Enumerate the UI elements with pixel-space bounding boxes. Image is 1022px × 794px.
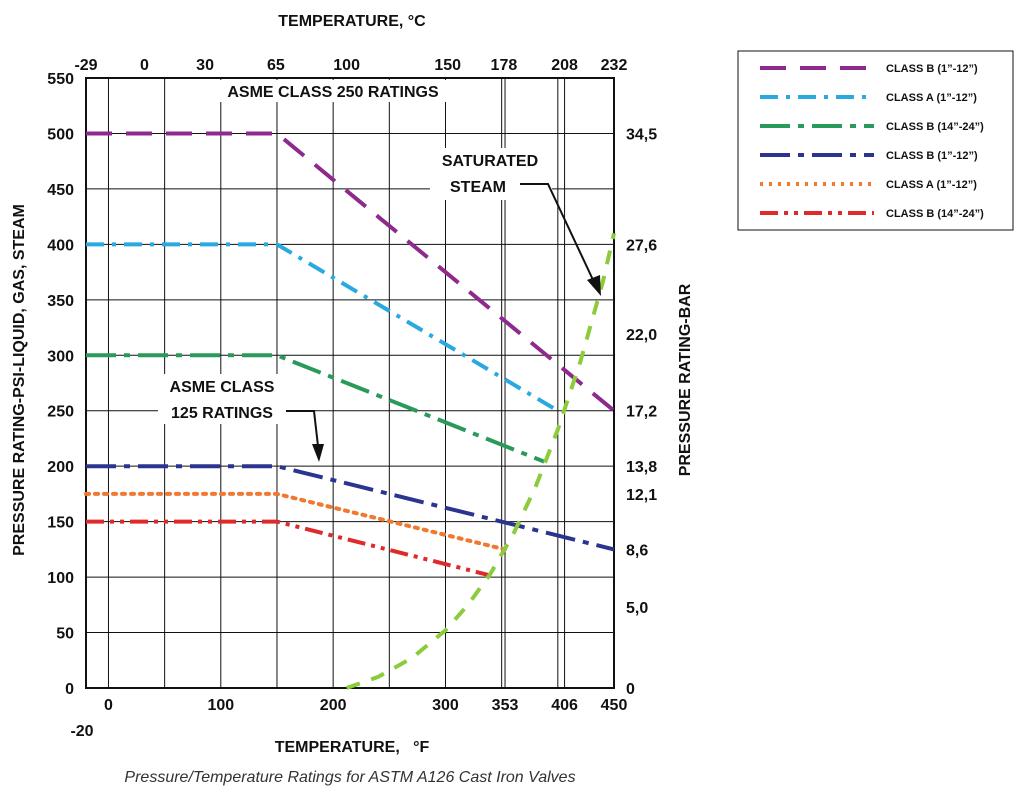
- arrow-steam-head: [587, 275, 601, 296]
- x-tick-label: 0: [104, 697, 113, 714]
- y2-tick-label: 8,6: [626, 542, 648, 559]
- y2-tick-label: 0: [626, 681, 635, 698]
- y-tick-label: 350: [47, 293, 74, 310]
- right-axis-title: PRESSURE RATING-BAR: [677, 283, 694, 476]
- y2-tick-label: 34,5: [626, 126, 657, 143]
- plot-area: [84, 131, 616, 690]
- x-tick-label: 353: [492, 697, 519, 714]
- y2-tick-label: 13,8: [626, 459, 657, 476]
- annotation-steam-line1-bg: [430, 148, 552, 200]
- y-tick-label: 50: [56, 626, 74, 643]
- series-line-2: [86, 242, 559, 413]
- x2-tick-label: 65: [267, 57, 285, 74]
- y-tick-label: 500: [47, 126, 74, 143]
- annotation-steam-line2: STEAM: [450, 179, 506, 196]
- y-tick-label: 100: [47, 570, 74, 587]
- legend: CLASS B (1”-12”) CLASS A (1”-12”) CLASS B …: [737, 50, 1014, 231]
- x2-tick-label: 232: [601, 57, 628, 74]
- y-tick-label: 0: [65, 681, 74, 698]
- y-tick-label: 400: [47, 237, 74, 254]
- annotations: ASME CLASS 250 RATINGS ASME CLASS 125 RATI…: [158, 80, 601, 462]
- legend-label-1: CLASS B (1”-12”): [886, 63, 978, 75]
- x-tick-label: 406: [551, 697, 578, 714]
- annotation-class250: ASME CLASS 250 RATINGS: [227, 84, 439, 101]
- x2-tick-label: 150: [434, 57, 461, 74]
- top-axis-title: TEMPERATURE, °C: [278, 13, 426, 30]
- series-line-1: [86, 131, 616, 413]
- y2-tick-label: 22,0: [626, 327, 657, 344]
- y-tick-label: 550: [47, 71, 74, 88]
- y-tick-label: 300: [47, 348, 74, 365]
- y-tick-label: 150: [47, 515, 74, 532]
- annotation-class125-line1: ASME CLASS: [170, 379, 275, 396]
- chart-caption: Pressure/Temperature Ratings for ASTM A1…: [124, 769, 575, 786]
- x-tick-label: 450: [601, 697, 628, 714]
- x-tick-label: 100: [207, 697, 234, 714]
- legend-label-3: CLASS B (14”-24”): [886, 121, 984, 133]
- legend-label-4: CLASS B (1”-12”): [886, 150, 978, 162]
- annotation-class125-line2: 125 RATINGS: [171, 405, 273, 422]
- x2-tick-label: 208: [551, 57, 578, 74]
- bottom-axis-title: TEMPERATURE, °F: [275, 739, 430, 756]
- series-line-7: [345, 232, 616, 690]
- y2-tick-label: 5,0: [626, 600, 648, 617]
- series-line-5: [84, 491, 507, 552]
- y-tick-label: 250: [47, 404, 74, 421]
- x-tick-label: 200: [320, 697, 347, 714]
- legend-box: [737, 50, 1014, 231]
- x2-tick-label: 100: [333, 57, 360, 74]
- x2-tick-label: 0: [140, 57, 149, 74]
- series-line-3: [86, 353, 546, 464]
- x-tick-label: 300: [432, 697, 459, 714]
- arrow-class125-head: [312, 444, 324, 462]
- y-tick-label: 450: [47, 182, 74, 199]
- legend-label-5: CLASS A (1”-12”): [886, 179, 977, 191]
- x2-tick-label: -29: [74, 57, 97, 74]
- x2-tick-label: 178: [491, 57, 518, 74]
- left-axis-title: PRESSURE RATING-PSI-LIQUID, GAS, STEAM: [11, 204, 28, 556]
- arrow-steam-line: [520, 183, 595, 283]
- x2-tick-label: 30: [196, 57, 214, 74]
- annotation-class250-bg: [215, 80, 451, 102]
- legend-label-6: CLASS B (14”-24”): [886, 208, 984, 220]
- series-line-4: [86, 464, 615, 552]
- y-tick-label: 200: [47, 459, 74, 476]
- y2-tick-label: 17,2: [626, 404, 657, 421]
- annotation-steam-line1: SATURATED: [442, 153, 538, 170]
- legend-label-2: CLASS A (1”-12”): [886, 92, 977, 104]
- series-line-6: [86, 519, 489, 577]
- y2-tick-label: 27,6: [626, 237, 657, 254]
- y2-tick-label: 12,1: [626, 487, 657, 504]
- annotation-class125-line1-bg: [158, 374, 286, 424]
- x-tick-label-min: -20: [70, 723, 93, 740]
- arrow-class125-line: [286, 410, 319, 447]
